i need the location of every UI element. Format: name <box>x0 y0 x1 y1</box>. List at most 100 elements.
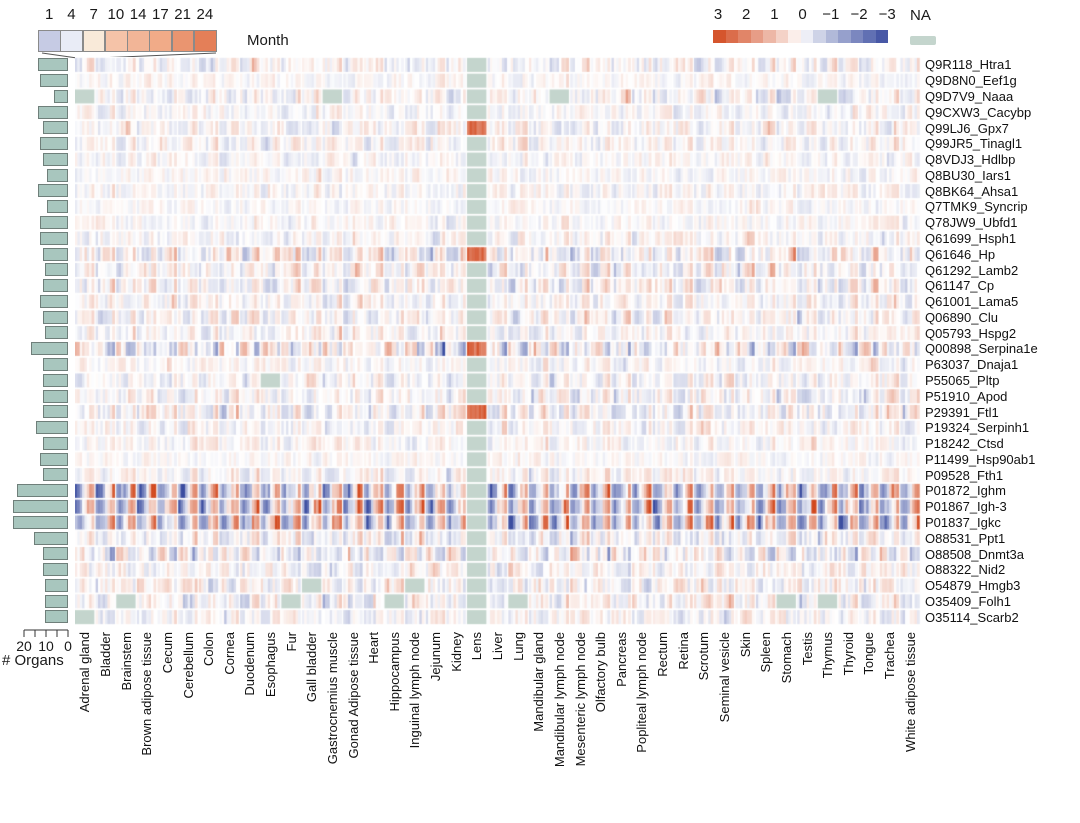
protein-label: P01872_Ighm <box>925 483 1006 499</box>
organ-count-axis-tick: 10 <box>38 638 54 654</box>
organ-label: Mandibular gland <box>531 632 547 732</box>
protein-label: P63037_Dnaja1 <box>925 357 1019 373</box>
organ-label: Thyroid <box>840 632 856 676</box>
month-legend-title: Month <box>247 32 289 49</box>
protein-label: Q7TMK9_Syncrip <box>925 199 1028 215</box>
organ-count-bar <box>42 405 68 419</box>
protein-label: Q9R118_Htra1 <box>925 57 1012 73</box>
organ-count-bar <box>38 58 68 72</box>
organ-label: Brown adipose tissue <box>139 632 155 756</box>
protein-label: P51910_Apod <box>925 388 1008 404</box>
organ-label: Colon <box>201 632 217 666</box>
organ-label: Olfactory bulb <box>593 632 609 713</box>
zscore-gradient-block <box>725 30 739 43</box>
organ-label: Mandibular lymph node <box>551 632 567 768</box>
zscore-gradient-block <box>863 30 876 43</box>
organ-count-bar <box>42 152 68 166</box>
organ-label: Jejunum <box>428 632 444 682</box>
protein-label: O88531_Ppt1 <box>925 530 1006 546</box>
organ-count-bar <box>47 200 68 214</box>
month-tick-label: 10 <box>107 6 125 23</box>
protein-label: Q06890_Clu <box>925 309 998 325</box>
zscore-gradient-block <box>788 30 801 43</box>
zscore-gradient-block <box>738 30 751 43</box>
zscore-gradient-block <box>850 30 864 43</box>
zscore-gradient-block <box>775 30 789 43</box>
month-legend-swatch <box>193 30 217 52</box>
protein-label: Q9CXW3_Cacybp <box>925 104 1032 120</box>
organ-label: Popliteal lymph node <box>634 632 650 753</box>
zscore-tick-label: −3 <box>878 6 896 23</box>
organ-label: Hippocampus <box>386 632 402 712</box>
zscore-gradient-block <box>813 30 826 43</box>
organ-count-bar <box>33 531 68 545</box>
protein-label: O35114_Scarb2 <box>925 609 1019 625</box>
organ-label: Testis <box>799 632 815 666</box>
protein-label: Q61001_Lama5 <box>925 294 1019 310</box>
protein-label: Q9D8N0_Eef1g <box>925 73 1017 89</box>
zscore-tick-label: −2 <box>850 6 868 23</box>
organ-label: Gall bladder <box>304 632 320 703</box>
organ-count-bar <box>45 263 68 277</box>
protein-label: Q05793_Hspg2 <box>925 325 1017 341</box>
organ-count-bar <box>42 373 68 387</box>
organ-count-bar <box>45 610 68 624</box>
organ-label: Liver <box>490 632 505 661</box>
month-tick-label: 24 <box>196 6 214 23</box>
zscore-tick-label: 1 <box>770 6 779 23</box>
organ-count-bar <box>45 578 68 592</box>
organ-label: Heart <box>366 632 382 664</box>
protein-label: P11499_Hsp90ab1 <box>925 451 1036 467</box>
zscore-tick-label: 2 <box>742 6 751 23</box>
heatmap-canvas <box>75 57 921 625</box>
protein-label: O88508_Dnmt3a <box>925 546 1025 562</box>
organ-label: Seminal vesicle <box>716 632 732 723</box>
protein-label: Q8BU30_Iars1 <box>925 167 1011 183</box>
protein-label: O35409_Folh1 <box>925 593 1012 609</box>
protein-label: P18242_Ctsd <box>925 436 1004 452</box>
organ-label: Inguinal lymph node <box>407 632 423 749</box>
zscore-gradient-block <box>713 30 726 43</box>
organ-count-axis-tick: 20 <box>16 638 32 654</box>
organ-label: Rectum <box>655 632 671 677</box>
organ-count-axis-tick: 0 <box>64 638 72 654</box>
month-tick-label: 4 <box>67 6 76 23</box>
protein-label: O54879_Hmgb3 <box>925 578 1021 594</box>
organ-count-bar <box>42 468 68 482</box>
zscore-gradient-block <box>825 30 839 43</box>
organ-label: Stomach <box>778 632 794 684</box>
zscore-legend-bar <box>713 30 889 43</box>
organ-label: Lung <box>510 632 526 661</box>
zscore-tick-label: 3 <box>713 6 723 23</box>
organ-count-axis-title: # Organs <box>2 652 64 669</box>
organ-count-bar <box>42 247 68 261</box>
organ-label: Gonad Adipose tissue <box>345 632 361 759</box>
organ-label: Cecum <box>159 632 175 674</box>
protein-label: Q00898_Serpina1e <box>925 341 1038 357</box>
zscore-tick-label: 0 <box>798 6 807 23</box>
organ-count-bar <box>40 452 68 466</box>
organ-count-bar <box>38 105 68 119</box>
organ-count-bar <box>54 89 68 103</box>
zscore-gradient-block <box>875 30 889 43</box>
organ-count-bar <box>35 421 68 435</box>
organ-count-bar <box>42 436 68 450</box>
organ-label: Mesenteric lymph node <box>572 632 588 767</box>
protein-label: Q78JW9_Ubfd1 <box>925 215 1018 231</box>
zscore-gradient-block <box>800 30 814 43</box>
zscore-gradient-block <box>750 30 764 43</box>
organ-count-bar <box>40 215 68 229</box>
organ-label: Lens <box>469 632 485 661</box>
protein-label: P09528_Fth1 <box>925 467 1004 483</box>
organ-count-bar <box>17 484 68 498</box>
organ-count-bar <box>42 121 68 135</box>
organ-label: Tongue <box>861 632 877 675</box>
organ-label: Thymus <box>820 632 836 679</box>
organ-label: Bladder <box>97 632 113 677</box>
organ-count-axis <box>23 629 69 637</box>
protein-label: O88322_Nid2 <box>925 562 1006 578</box>
organ-label: Gastrocnemius muscle <box>324 632 340 765</box>
organ-count-bar <box>42 357 68 371</box>
organ-count-bar <box>42 310 68 324</box>
